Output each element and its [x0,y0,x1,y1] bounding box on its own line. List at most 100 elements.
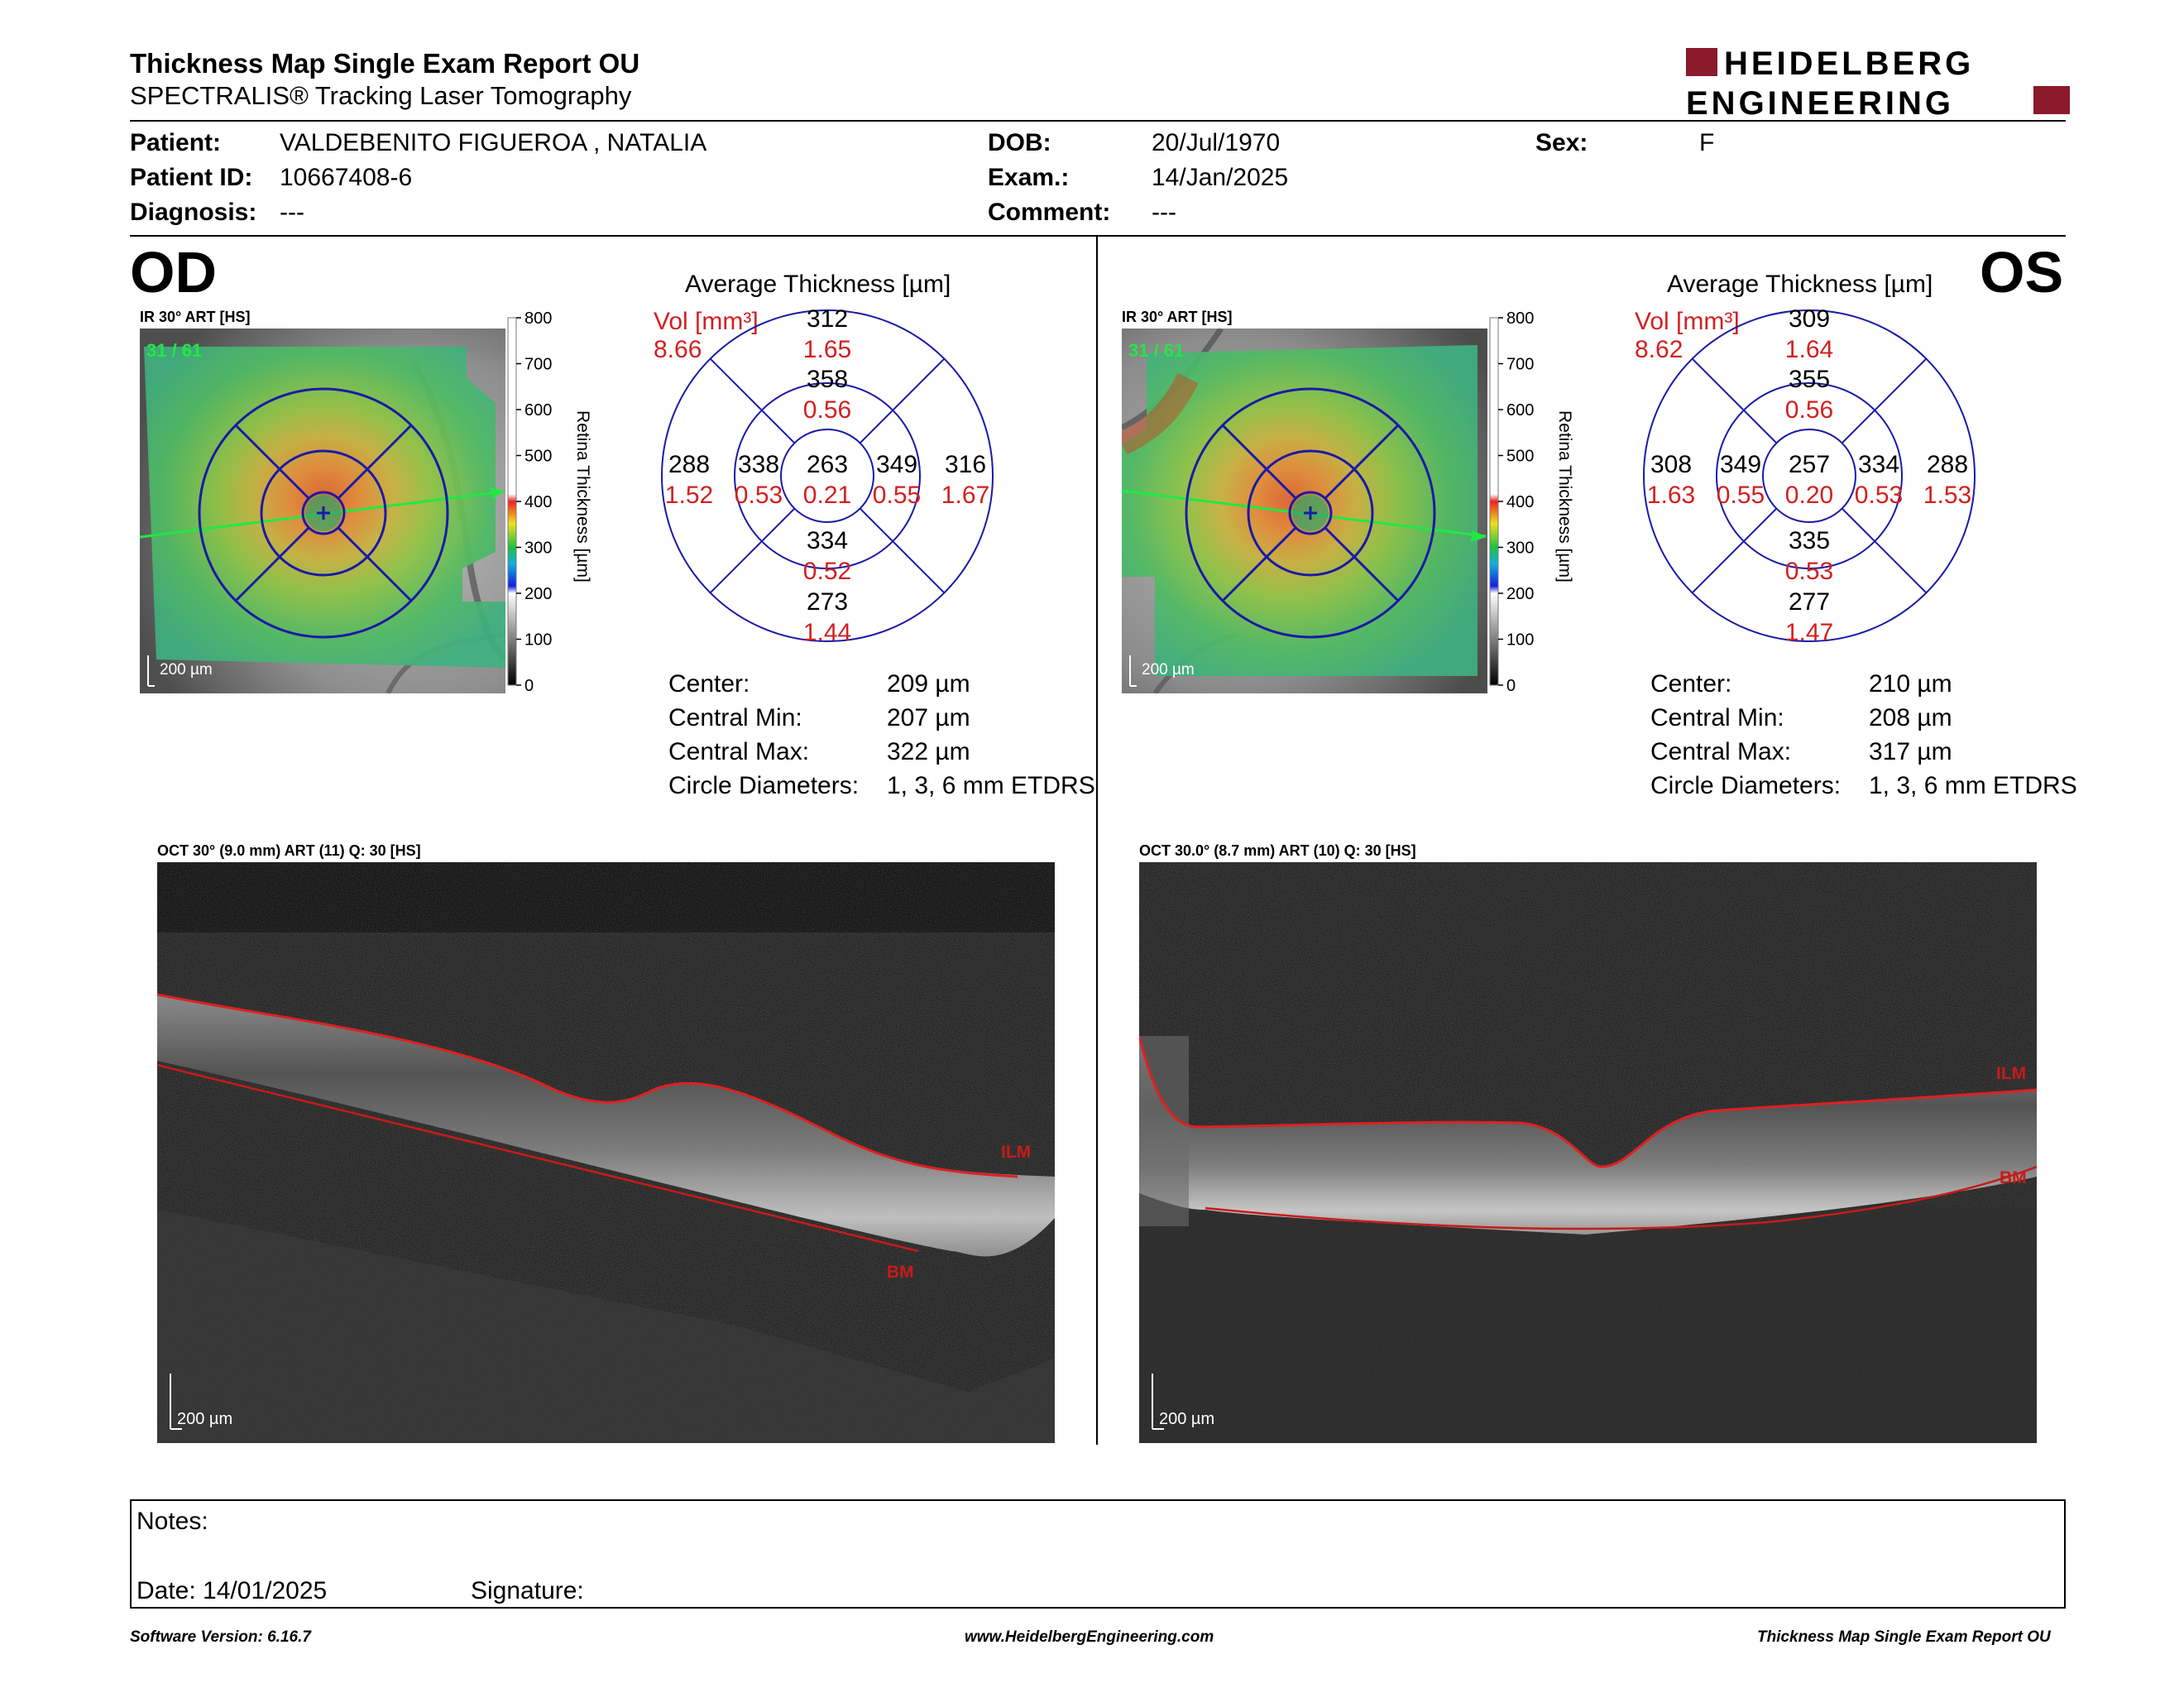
od-colorbar-tick-label: 300 [524,539,552,558]
od-label: OD [130,240,217,305]
od-bm-label: BM [887,1263,914,1282]
diagnosis-value: --- [280,199,304,226]
dob-value: 20/Jul/1970 [1152,129,1281,156]
dob-label: DOB: [988,129,1051,156]
os-colorbar-tick-label: 400 [1506,493,1534,511]
od-ir-title: IR 30° ART [HS] [140,309,251,325]
od-stat-center-label: Center: [668,670,750,698]
od-map-scale: 200 µm [160,661,213,679]
od-inner-right-volume: 0.55 [873,482,921,509]
od-colorbar-tick-label: 800 [524,309,552,328]
exam-label: Exam.: [988,164,1070,191]
os-inner-right-thickness: 334 [1858,451,1899,478]
od-stat-diam-value: 1, 3, 6 mm ETDRS [887,772,1095,799]
footer-report-name: Thickness Map Single Exam Report OU [1757,1628,2051,1646]
od-outer-sup-thickness: 312 [807,305,848,333]
od-colorbar-tick-label: 400 [524,493,552,511]
os-stat-diam-label: Circle Diameters: [1650,772,1842,799]
os-outer-sup-volume: 1.64 [1785,336,1833,363]
os-center-thickness: 257 [1789,451,1830,478]
report-title: Thickness Map Single Exam Report OU [130,48,640,79]
footer-software-version: Software Version: 6.16.7 [130,1628,311,1646]
os-outer-inf-thickness: 277 [1789,588,1830,616]
od-stat-max-label: Central Max: [668,738,810,765]
os-stat-center-label: Center: [1650,670,1732,698]
exam-value: 14/Jan/2025 [1152,164,1289,191]
os-etdrs-grid: 309 1.64 355 0.56 257 0.20 349 0.55 334 … [1643,305,1976,646]
os-map-scale: 200 µm [1142,661,1195,679]
os-stat-max-value: 317 µm [1869,738,1952,765]
od-center-volume: 0.21 [803,482,851,509]
os-inner-left-volume: 0.55 [1717,482,1765,509]
center-divider [1096,237,1098,1445]
os-stat-max-label: Central Max: [1650,738,1792,765]
od-inner-inf-thickness: 334 [807,527,848,554]
os-outer-sup-thickness: 309 [1789,305,1830,333]
patient-name: VALDEBENITO FIGUEROA , NATALIA [280,129,707,156]
os-inner-right-volume: 0.53 [1855,482,1903,509]
info-divider [130,235,2066,237]
os-outer-right-thickness: 288 [1927,451,1968,478]
od-inner-right-thickness: 349 [876,451,917,478]
os-center-volume: 0.20 [1785,482,1833,509]
os-colorbar-tick-label: 600 [1506,401,1534,420]
od-inner-left-volume: 0.53 [735,482,783,509]
patient-id: 10667408-6 [280,164,413,191]
os-vol-total: 8.62 [1635,336,1684,363]
os-colorbar-tick-label: 800 [1506,309,1534,328]
sex-label: Sex: [1535,129,1588,156]
os-outer-left-volume: 1.63 [1647,482,1695,509]
os-inner-inf-thickness: 335 [1789,527,1830,554]
logo-line-1: HEIDELBERG [1724,46,1974,82]
od-inner-inf-volume: 0.52 [803,558,851,585]
os-colorbar: 800 700 600 500 400 300 200 100 0 Retina Thickne… [1489,309,1574,695]
patient-label: Patient: [130,129,222,156]
os-oct-scale: 200 µm [1159,1410,1214,1428]
od-colorbar-tick-label: 700 [524,356,552,374]
od-inner-left-thickness: 338 [738,451,779,478]
os-inner-sup-thickness: 355 [1789,366,1830,393]
od-outer-inf-thickness: 273 [807,588,848,616]
os-colorbar-label: Retina Thickness [µm] [1555,410,1574,583]
od-avg-title: Average Thickness [µm] [685,271,951,298]
od-etdrs-grid: 312 1.65 358 0.56 263 0.21 338 0.53 349 … [661,305,994,646]
os-stat-min-value: 208 µm [1869,704,1952,731]
od-stat-diam-label: Circle Diameters: [668,772,860,799]
comment-value: --- [1152,199,1176,226]
od-inner-sup-thickness: 358 [807,366,848,393]
sex-value: F [1699,129,1715,156]
od-colorbar: 800 700 600 500 400 300 200 100 0 Retina Thickne… [507,309,592,695]
od-colorbar-tick-label: 500 [524,448,552,466]
od-thickness-map: 31 / 61 200 µm [140,328,505,693]
diagnosis-label: Diagnosis: [130,199,257,226]
os-thickness-map: 31 / 61 200 µm [1122,328,1487,693]
os-stat-min-label: Central Min: [1650,704,1784,731]
od-vol-label: Vol [mm³] [654,308,759,335]
os-colorbar-tick-label: 100 [1506,631,1534,650]
od-oct-bscan: ILM BM 200 µm [157,862,1055,1443]
os-colorbar-tick-label: 500 [1506,448,1534,466]
header-divider [130,120,2066,122]
os-label: OS [1980,240,2064,305]
os-inner-sup-volume: 0.56 [1785,396,1833,424]
od-stat-center-value: 209 µm [887,670,970,698]
os-colorbar-tick-label: 300 [1506,539,1534,558]
notes-box: Notes: Date: 14/01/2025 Signature: [130,1499,2066,1609]
os-oct-bscan: ILM BM 200 µm [1139,862,2037,1443]
footer-website: www.HeidelbergEngineering.com [965,1628,1214,1646]
notes-label: Notes: [136,1508,208,1535]
od-stat-max-value: 322 µm [887,738,970,765]
od-outer-right-volume: 1.67 [941,482,989,509]
od-colorbar-tick-label: 600 [524,401,552,420]
heidelberg-logo: HEIDELBERG ENGINEERING [1686,46,2070,119]
od-colorbar-tick-label: 0 [524,677,534,695]
od-outer-left-volume: 1.52 [665,482,713,509]
od-colorbar-label: Retina Thickness [µm] [573,410,592,583]
os-inner-left-thickness: 349 [1720,451,1761,478]
os-outer-right-volume: 1.53 [1923,482,1971,509]
od-oct-title: OCT 30° (9.0 mm) ART (11) Q: 30 [HS] [157,842,421,859]
os-ilm-label: ILM [1996,1064,2026,1083]
os-oct-title: OCT 30.0° (8.7 mm) ART (10) Q: 30 [HS] [1139,842,1416,859]
od-frame-counter: 31 / 61 [146,340,202,361]
od-colorbar-tick-label: 200 [524,585,552,603]
